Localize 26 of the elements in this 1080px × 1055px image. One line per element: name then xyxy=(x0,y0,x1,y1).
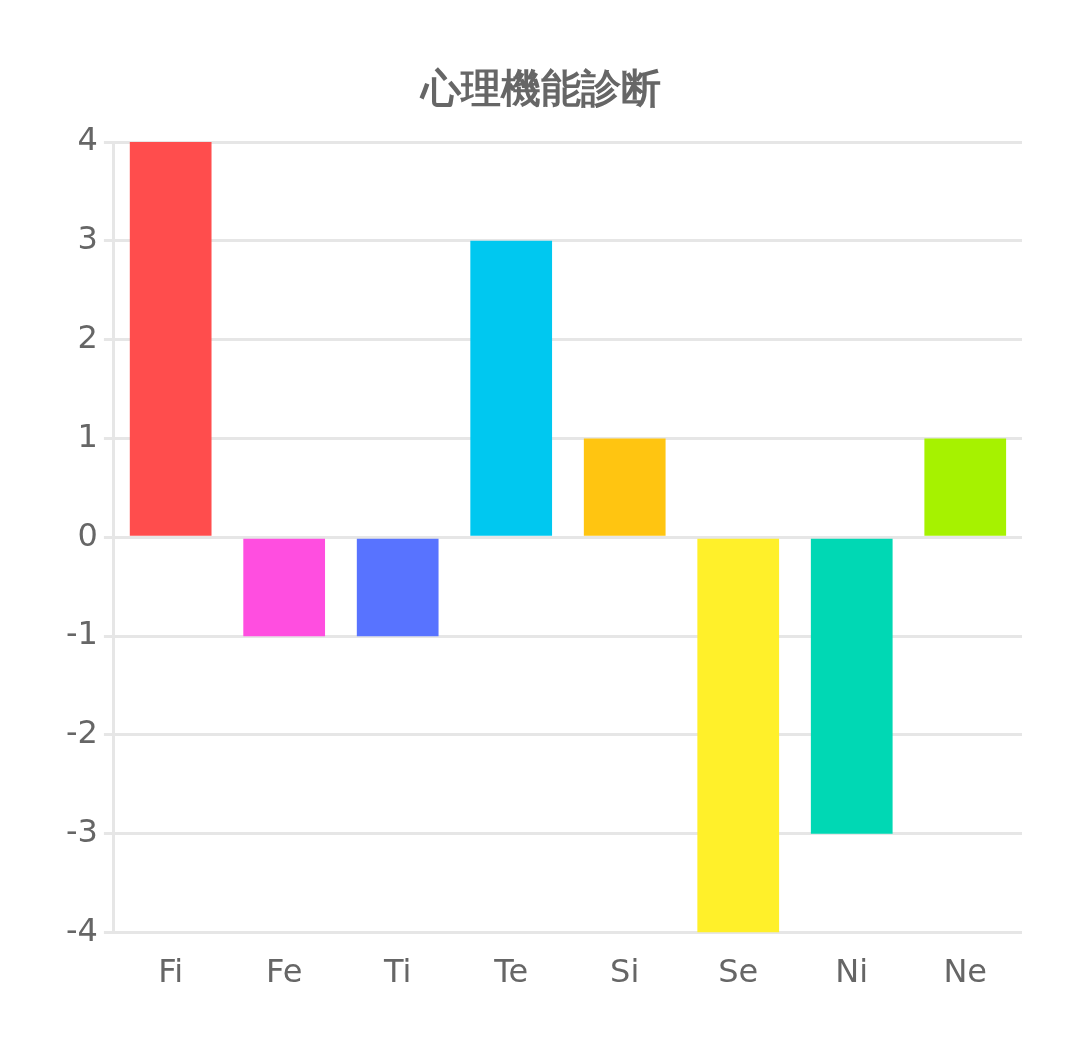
y-tick-label: 4 xyxy=(77,120,98,159)
x-tick-label: Se xyxy=(718,952,759,991)
x-tick-label: Fi xyxy=(158,952,184,991)
y-tick-label: 3 xyxy=(77,219,98,258)
bar xyxy=(810,538,893,834)
y-tick-label: -1 xyxy=(66,614,98,653)
bar xyxy=(243,538,326,637)
chart-title: 心理機能診断 xyxy=(419,65,661,112)
bar xyxy=(470,240,553,536)
bar xyxy=(583,438,666,536)
bar xyxy=(129,142,212,536)
bar xyxy=(924,438,1007,536)
x-tick-label: Ni xyxy=(835,952,869,991)
bar xyxy=(697,538,780,933)
x-tick-label: Ne xyxy=(943,952,988,991)
x-tick-label: Te xyxy=(493,952,529,991)
y-tick-label: 2 xyxy=(77,317,98,356)
y-tick-label: -3 xyxy=(66,812,98,851)
y-tick-label: 0 xyxy=(77,515,98,554)
y-tick-label: -2 xyxy=(66,713,98,752)
x-tick-label: Fe xyxy=(266,952,303,991)
y-tick-label: -4 xyxy=(66,910,98,949)
x-tick-label: Si xyxy=(610,952,640,991)
y-tick-label: 1 xyxy=(77,416,98,455)
x-tick-label: Ti xyxy=(382,952,412,991)
bar xyxy=(356,538,439,637)
